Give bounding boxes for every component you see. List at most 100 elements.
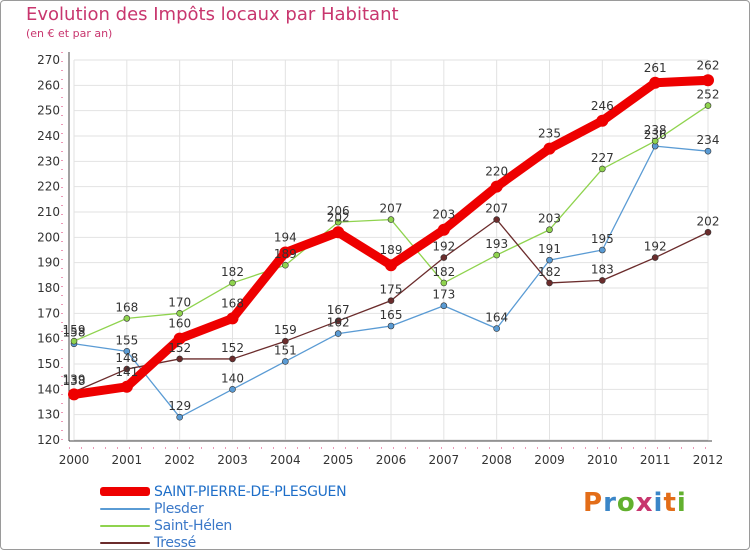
chart-subtitle: (en € et par an)	[26, 27, 113, 40]
data-point-plesder	[546, 256, 553, 264]
data-label-saint-pierre-de-plesguen: 261	[644, 61, 667, 75]
y-tick-label: 200	[37, 230, 60, 244]
data-point-tress-	[493, 216, 500, 223]
data-label-saint-pierre-de-plesguen: 202	[327, 210, 350, 224]
data-point-saint-pierre-de-plesguen	[332, 226, 345, 239]
data-point-saint-h-len	[493, 251, 500, 259]
data-point-tress-	[282, 337, 289, 345]
data-point-saint-pierre-de-plesguen	[596, 114, 609, 127]
data-point-tress-	[440, 254, 448, 261]
data-point-saint-pierre-de-plesguen	[68, 388, 80, 401]
data-point-tress-	[334, 317, 342, 325]
legend-item: Plesder	[100, 500, 346, 517]
x-tick-label: 2002	[164, 453, 195, 467]
data-point-plesder	[123, 348, 131, 355]
logo-letter: r	[603, 488, 617, 518]
data-point-saint-h-len	[387, 216, 395, 223]
data-label-plesder: 129	[168, 399, 191, 413]
data-label-tress-: 138	[63, 374, 86, 388]
data-label-tress-: 159	[274, 323, 297, 337]
data-point-plesder	[440, 302, 448, 310]
data-label-saint-pierre-de-plesguen: 194	[274, 231, 297, 245]
data-point-saint-pierre-de-plesguen	[490, 180, 503, 193]
data-label-saint-pierre-de-plesguen: 160	[168, 317, 191, 331]
data-label-saint-h-len: 182	[221, 265, 244, 279]
y-tick-label: 230	[37, 154, 60, 168]
data-point-saint-pierre-de-plesguen	[173, 332, 186, 345]
legend-item: Saint-Hélen	[100, 517, 346, 534]
data-point-saint-h-len	[599, 165, 606, 173]
y-tick-label: 270	[37, 53, 60, 67]
data-label-saint-pierre-de-plesguen: 220	[485, 165, 508, 179]
data-point-saint-pierre-de-plesguen	[279, 246, 292, 259]
data-point-saint-h-len	[651, 137, 659, 145]
logo-letter: x	[635, 488, 654, 518]
data-label-plesder: 165	[380, 308, 403, 322]
data-label-saint-pierre-de-plesguen: 246	[591, 99, 614, 113]
data-point-saint-pierre-de-plesguen	[226, 312, 239, 325]
data-label-tress-: 182	[538, 265, 561, 279]
data-label-plesder: 162	[327, 316, 350, 330]
logo-letter: i	[676, 488, 687, 518]
legend-item: Tressé	[100, 534, 346, 551]
data-label-tress-: 152	[168, 341, 191, 355]
x-tick-label: 2005	[323, 453, 354, 467]
data-point-tress-	[123, 365, 131, 373]
data-point-tress-	[704, 228, 712, 236]
data-label-saint-h-len: 227	[591, 151, 614, 165]
data-label-saint-pierre-de-plesguen: 262	[697, 58, 720, 72]
x-tick-label: 2000	[59, 453, 90, 467]
data-label-tress-: 183	[591, 262, 614, 276]
data-label-plesder: 151	[274, 343, 297, 357]
data-point-tress-	[546, 279, 553, 287]
data-label-tress-: 192	[432, 240, 455, 254]
data-label-saint-pierre-de-plesguen: 235	[538, 127, 561, 141]
data-label-plesder: 164	[485, 311, 508, 325]
data-label-saint-h-len: 168	[115, 300, 138, 314]
y-tick-label: 170	[37, 306, 60, 320]
x-tick-label: 2004	[270, 453, 301, 467]
data-label-plesder: 155	[115, 333, 138, 347]
chart-legend: SAINT-PIERRE-DE-PLESGUEN Plesder Saint-Hél…	[100, 483, 347, 551]
proxiti-logo: Proxiti	[583, 488, 687, 518]
data-point-plesder	[387, 322, 395, 330]
legend-label: Saint-Hélen	[154, 517, 232, 534]
y-tick-label: 210	[37, 205, 60, 219]
legend-swatch	[100, 524, 150, 527]
data-point-plesder	[704, 147, 712, 155]
legend-swatch	[100, 487, 150, 496]
x-tick-label: 2006	[376, 453, 407, 467]
data-point-saint-h-len	[440, 279, 448, 287]
data-label-saint-h-len: 206	[327, 204, 350, 218]
data-point-saint-pierre-de-plesguen	[649, 76, 662, 89]
data-label-plesder: 140	[221, 371, 244, 385]
data-label-saint-pierre-de-plesguen: 189	[380, 243, 403, 257]
data-label-saint-pierre-de-plesguen: 139	[63, 372, 86, 386]
data-label-tress-: 192	[644, 240, 667, 254]
y-tick-label: 140	[37, 382, 60, 396]
data-point-tress-	[651, 254, 659, 261]
data-point-saint-pierre-de-plesguen	[543, 142, 556, 155]
y-tick-label: 240	[37, 129, 60, 143]
data-label-plesder: 234	[697, 133, 720, 147]
data-point-saint-h-len	[282, 261, 289, 269]
y-tick-label: 190	[37, 256, 60, 270]
data-label-plesder: 191	[538, 242, 561, 256]
data-label-saint-pierre-de-plesguen: 141	[115, 365, 138, 379]
x-tick-label: 2001	[112, 453, 143, 467]
data-point-plesder	[282, 358, 289, 365]
data-point-saint-h-len	[334, 218, 342, 226]
data-point-tress-	[599, 277, 606, 284]
data-label-saint-h-len: 193	[485, 237, 508, 251]
data-point-saint-pierre-de-plesguen	[437, 223, 450, 236]
legend-swatch	[100, 507, 150, 510]
x-tick-label: 2003	[217, 453, 248, 467]
logo-letter: t	[663, 488, 677, 518]
data-label-saint-h-len: 159	[63, 323, 86, 337]
y-tick-label: 120	[37, 433, 60, 447]
logo-letter: i	[653, 488, 664, 518]
x-tick-label: 2012	[693, 453, 724, 467]
data-point-saint-h-len	[123, 315, 131, 322]
data-label-tress-: 202	[697, 214, 720, 228]
